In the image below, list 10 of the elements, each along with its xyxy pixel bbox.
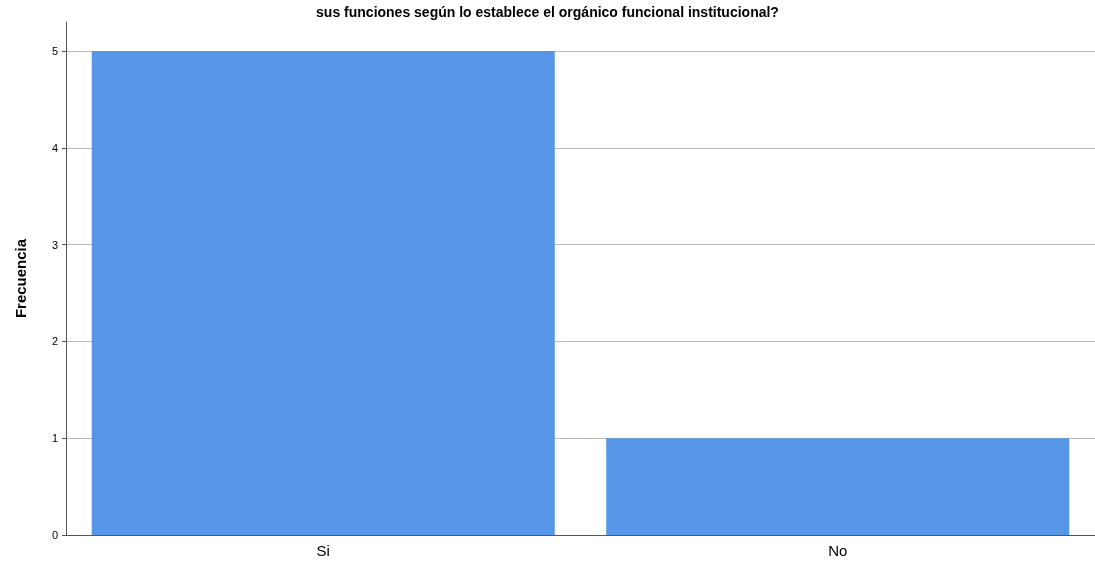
y-tick-label: 1 [51, 432, 58, 445]
chart-title: sus funciones según lo establece el orgánico funcional institucional? [316, 4, 779, 20]
y-tick-label: 0 [51, 529, 58, 541]
x-tick-label: No [828, 542, 848, 559]
y-tick-label: 3 [51, 238, 58, 251]
y-axis-title: Frecuencia [12, 238, 29, 319]
y-tick-label: 4 [51, 141, 58, 154]
x-tick-label: Si [316, 542, 330, 559]
y-tick-label: 5 [51, 45, 58, 58]
y-tick-label: 2 [51, 335, 58, 348]
